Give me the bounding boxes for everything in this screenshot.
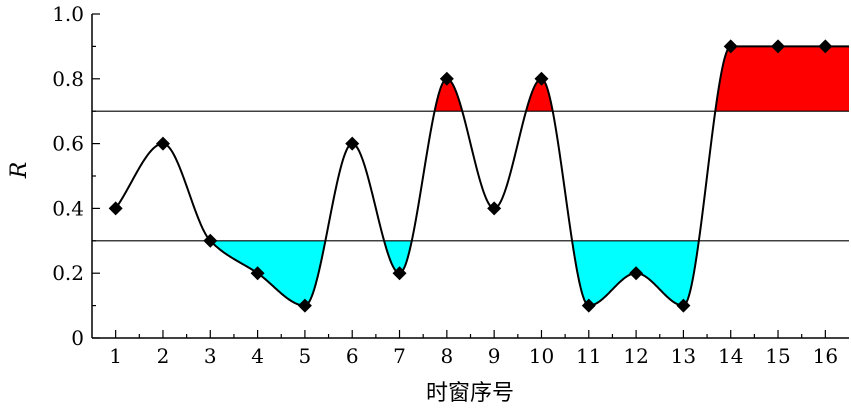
x-axis-title: 时窗序号	[426, 381, 514, 406]
x-tick-label: 15	[765, 344, 790, 368]
data-point	[345, 136, 360, 151]
y-tick-label: 0.2	[52, 261, 84, 285]
data-point	[108, 201, 123, 216]
data-point	[771, 39, 786, 54]
data-point	[250, 266, 265, 281]
data-point	[155, 136, 170, 151]
data-point	[676, 298, 691, 313]
data-point	[203, 233, 218, 248]
above-upper-fill	[115, 46, 849, 112]
data-point	[297, 298, 312, 313]
data-point	[629, 266, 644, 281]
x-tick-label: 12	[623, 344, 648, 368]
y-tick-label: 0.8	[52, 67, 84, 91]
marker-layer	[108, 39, 833, 313]
y-tick-label: 0.6	[52, 132, 84, 156]
x-tick-label: 5	[299, 344, 312, 368]
y-tick-label: 1.0	[52, 2, 84, 26]
data-point	[818, 39, 833, 54]
threshold-fills	[115, 46, 849, 306]
x-tick-label: 14	[718, 344, 743, 368]
x-tick-label: 3	[204, 344, 217, 368]
data-point	[487, 201, 502, 216]
y-tick-label: 0	[71, 326, 84, 350]
y-axis-title: R	[7, 162, 32, 180]
data-point	[534, 71, 549, 86]
x-tick-label: 7	[393, 344, 406, 368]
below-lower-fill	[115, 240, 849, 306]
x-tick-label: 2	[157, 344, 170, 368]
data-point	[581, 298, 596, 313]
x-tick-label: 9	[488, 344, 501, 368]
data-point	[439, 71, 454, 86]
axes-layer: 00.20.40.60.81.01 2 3 4 5 6 7 8 9 10 11 12 13 14 15 16	[52, 2, 849, 368]
y-tick-label: 0.4	[52, 196, 84, 220]
threshold-lines	[92, 110, 849, 242]
data-point	[392, 266, 407, 281]
series-line	[114, 45, 849, 307]
x-tick-label: 11	[576, 344, 601, 368]
x-tick-label: 13	[671, 344, 696, 368]
x-tick-label: 16	[813, 344, 838, 368]
x-tick-label: 8	[440, 344, 453, 368]
x-tick-label: 10	[529, 344, 554, 368]
x-tick-label: 4	[251, 344, 264, 368]
x-tick-label: 1	[109, 344, 122, 368]
x-tick-label: 6	[346, 344, 359, 368]
curve-layer	[114, 45, 849, 307]
data-point	[723, 39, 738, 54]
